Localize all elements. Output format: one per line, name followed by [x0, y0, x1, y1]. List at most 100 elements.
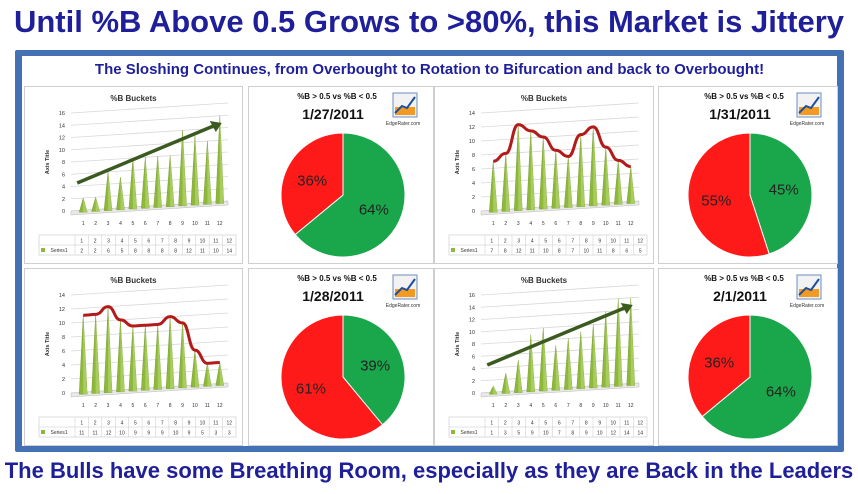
bar-highlight: [182, 130, 187, 206]
y-tick-label: 0: [472, 391, 475, 397]
table-header-cell: 4: [531, 421, 534, 427]
logo-line: [798, 96, 820, 114]
bar-highlight: [108, 306, 113, 393]
logo-line: [798, 278, 820, 296]
table-value-cell: 6: [107, 249, 110, 255]
x-tick-label: 6: [554, 403, 557, 409]
y-tick-label: 0: [62, 391, 65, 397]
floor: [70, 200, 229, 216]
gridline: [480, 370, 640, 382]
table-header-cell: 7: [161, 421, 164, 427]
table-header-cell: 2: [504, 421, 507, 427]
table-value-cell: 3: [504, 431, 507, 437]
floor: [70, 382, 229, 398]
x-tick-label: 6: [144, 403, 147, 409]
bar-highlight: [543, 327, 548, 392]
bar-chart-panel: %B Buckets 0 2 4 6 8 10 12 14 16 Axis Title 1 2 3 4 5 6 7…: [434, 268, 654, 446]
pie-slice: [687, 314, 751, 418]
table-header-cell: 9: [188, 239, 191, 245]
gridline: [480, 284, 640, 296]
y-tick-label: 10: [59, 148, 65, 154]
table-header-cell: 1: [80, 421, 83, 427]
table-value-cell: 1: [490, 431, 493, 437]
pie-slice: [701, 314, 813, 440]
trend-arrow: [486, 305, 628, 367]
table-header-cell: 1: [490, 239, 493, 245]
pie-date: 1/28/2011: [302, 288, 364, 304]
pie-date: 2/1/2011: [713, 288, 767, 304]
pie-title: %B > 0.5 vs %B < 0.5: [297, 92, 377, 101]
table-header-cell: 2: [94, 239, 97, 245]
bar-highlight: [580, 331, 585, 389]
table-value-cell: 5: [121, 249, 124, 255]
bar-chart-panel: %B Buckets 0 2 4 6 8 10 12 14 16 Axis Title 1 2 3 4 5 6 7…: [24, 86, 243, 264]
table-value-cell: 6: [625, 249, 628, 255]
bar-highlight: [618, 298, 623, 387]
y-tick-label: 16: [469, 293, 475, 299]
bar-highlight: [219, 362, 224, 386]
table-header-cell: 11: [213, 239, 218, 245]
x-tick-label: 7: [567, 221, 570, 227]
trend-arrow: [76, 123, 217, 185]
floor: [480, 382, 640, 398]
table-value-cell: 2: [80, 249, 83, 255]
table-header-cell: 12: [227, 421, 233, 427]
table-header-cell: 2: [504, 239, 507, 245]
y-tick-label: 14: [59, 293, 65, 299]
pie-slice: [749, 132, 813, 255]
floor: [480, 200, 640, 216]
x-tick-label: 10: [603, 221, 609, 227]
gridline: [480, 130, 640, 142]
x-tick-label: 7: [156, 403, 159, 409]
x-tick-label: 1: [82, 403, 85, 409]
bar-highlight: [95, 314, 100, 394]
table-header-cell: 12: [637, 239, 643, 245]
x-tick-label: 5: [542, 221, 545, 227]
logo-orange: [395, 289, 415, 297]
x-tick-label: 1: [492, 403, 495, 409]
bar-highlight: [108, 171, 113, 211]
bar-highlight: [618, 160, 623, 205]
table-value-cell: 12: [610, 431, 616, 437]
table-value-cell: 12: [516, 249, 522, 255]
x-tick-label: 7: [567, 403, 570, 409]
table-value-cell: 11: [530, 249, 535, 255]
table-value-cell: 7: [558, 431, 561, 437]
pie-slice-label: 64%: [766, 384, 796, 401]
bar-highlight: [95, 197, 100, 212]
pie-slice-label: 36%: [704, 354, 734, 371]
bar-highlight: [505, 373, 510, 394]
table-value-cell: 8: [147, 249, 150, 255]
bar-highlight: [157, 156, 162, 208]
table-value-cell: 8: [558, 249, 561, 255]
legend-label: Series1: [461, 430, 478, 436]
x-tick-label: 5: [131, 221, 134, 227]
bar-highlight: [530, 334, 535, 392]
table-value-cell: 8: [504, 249, 507, 255]
pie-slice: [687, 132, 770, 258]
pie-chart-panel: %B > 0.5 vs %B < 0.5 2/1/2011 EdgeRater.co…: [658, 268, 838, 446]
y-tick-label: 2: [472, 379, 475, 385]
logo-orange: [799, 289, 819, 297]
y-axis-title: Axis Title: [455, 332, 461, 356]
legend-swatch: [451, 248, 455, 252]
subtitle: The Sloshing Continues, from Overbought …: [94, 61, 765, 78]
x-tick-label: 3: [107, 221, 110, 227]
table-value-cell: 5: [517, 431, 520, 437]
table-header-cell: 7: [161, 239, 164, 245]
chart-title: %B Buckets: [521, 94, 568, 103]
x-tick-label: 12: [628, 221, 634, 227]
x-tick-label: 10: [192, 221, 198, 227]
x-tick-label: 6: [144, 221, 147, 227]
gridline: [480, 296, 640, 308]
bar-highlight: [505, 153, 510, 212]
gridline: [480, 358, 640, 369]
table-header-cell: 7: [571, 421, 574, 427]
y-tick-label: 0: [472, 209, 475, 215]
bar-highlight: [518, 360, 523, 393]
gridline: [70, 102, 229, 114]
table-value-cell: 10: [543, 431, 549, 437]
table-header-cell: 8: [585, 421, 588, 427]
